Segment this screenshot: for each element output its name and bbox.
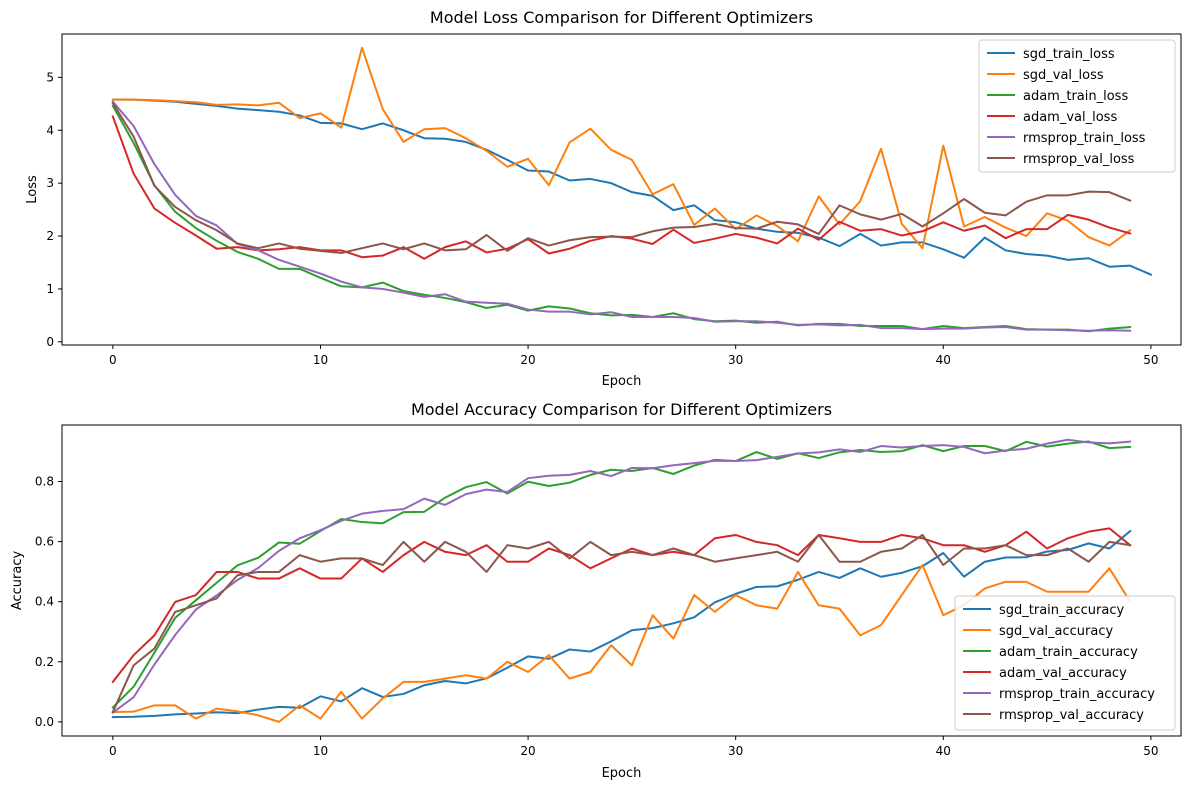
x-tick-label: 50 (1143, 744, 1158, 758)
y-tick-label: 0.4 (35, 595, 54, 609)
x-tick-label: 0 (109, 353, 117, 367)
plot-frame (61, 424, 1182, 737)
y-tick-label: 0.0 (35, 715, 54, 729)
series-line-rmsprop_val_accuracy (111, 533, 1132, 714)
legend-label: adam_train_loss (1023, 89, 1128, 104)
x-tick-label: 30 (728, 744, 743, 758)
legend: sgd_train_loss sgd_val_loss adam_train_los… (978, 39, 1176, 173)
y-tick-label: 0.8 (35, 474, 54, 488)
x-tick-label: 30 (728, 353, 743, 367)
y-tick-label: 2 (46, 229, 54, 243)
x-axis-label: Epoch (602, 374, 642, 389)
x-tick-label: 10 (313, 353, 328, 367)
series-line-rmsprop_train_accuracy (111, 438, 1132, 714)
y-tick-label: 4 (46, 123, 54, 137)
y-tick-label: 1 (46, 282, 54, 296)
loss-chart: Model Loss Comparison for Different Opti… (25, 8, 1182, 389)
series-line-sgd_val_loss (111, 46, 1132, 250)
legend-label: sgd_train_loss (1023, 47, 1115, 62)
x-tick-label: 40 (936, 744, 951, 758)
x-tick-label: 10 (313, 744, 328, 758)
plot-frame (61, 33, 1182, 346)
series-group (111, 46, 1153, 333)
legend-label: adam_train_accuracy (999, 645, 1138, 660)
chart-title: Model Accuracy Comparison for Different … (411, 400, 832, 419)
series-line-sgd_train_accuracy (111, 529, 1132, 719)
y-axis-label: Accuracy (10, 551, 25, 611)
chart-title: Model Loss Comparison for Different Opti… (430, 8, 813, 27)
legend-label: rmsprop_train_loss (1023, 131, 1146, 146)
series-line-rmsprop_train_loss (111, 100, 1132, 332)
y-tick-label: 0 (46, 335, 54, 349)
y-tick-label: 5 (46, 70, 54, 84)
x-tick-label: 20 (520, 353, 535, 367)
legend-box (954, 595, 1176, 731)
y-axis-label: Loss (25, 175, 40, 204)
x-tick-label: 50 (1143, 353, 1158, 367)
series-line-adam_train_loss (111, 104, 1132, 333)
x-tick-label: 40 (936, 353, 951, 367)
y-tick-label: 0.2 (35, 655, 54, 669)
legend-label: sgd_train_accuracy (999, 603, 1124, 618)
legend-label: rmsprop_val_loss (1023, 152, 1135, 167)
x-tick-label: 0 (109, 744, 117, 758)
legend-label: adam_val_accuracy (999, 666, 1127, 681)
legend-label: sgd_val_loss (1023, 68, 1104, 83)
x-axis-label: Epoch (602, 766, 642, 781)
legend-label: sgd_val_accuracy (999, 624, 1114, 639)
accuracy-chart: Model Accuracy Comparison for Different … (10, 400, 1182, 781)
x-tick-label: 20 (520, 744, 535, 758)
y-tick-label: 3 (46, 176, 54, 190)
legend-label: rmsprop_val_accuracy (999, 708, 1144, 723)
y-tick-label: 0.6 (35, 535, 54, 549)
series-line-rmsprop_val_loss (111, 101, 1132, 254)
legend-label: adam_val_loss (1023, 110, 1117, 125)
series-line-sgd_train_loss (111, 98, 1153, 276)
legend-box (978, 39, 1176, 173)
legend-label: rmsprop_train_accuracy (999, 687, 1155, 702)
legend: sgd_train_accuracy sgd_val_accuracy adam_t… (954, 595, 1176, 731)
